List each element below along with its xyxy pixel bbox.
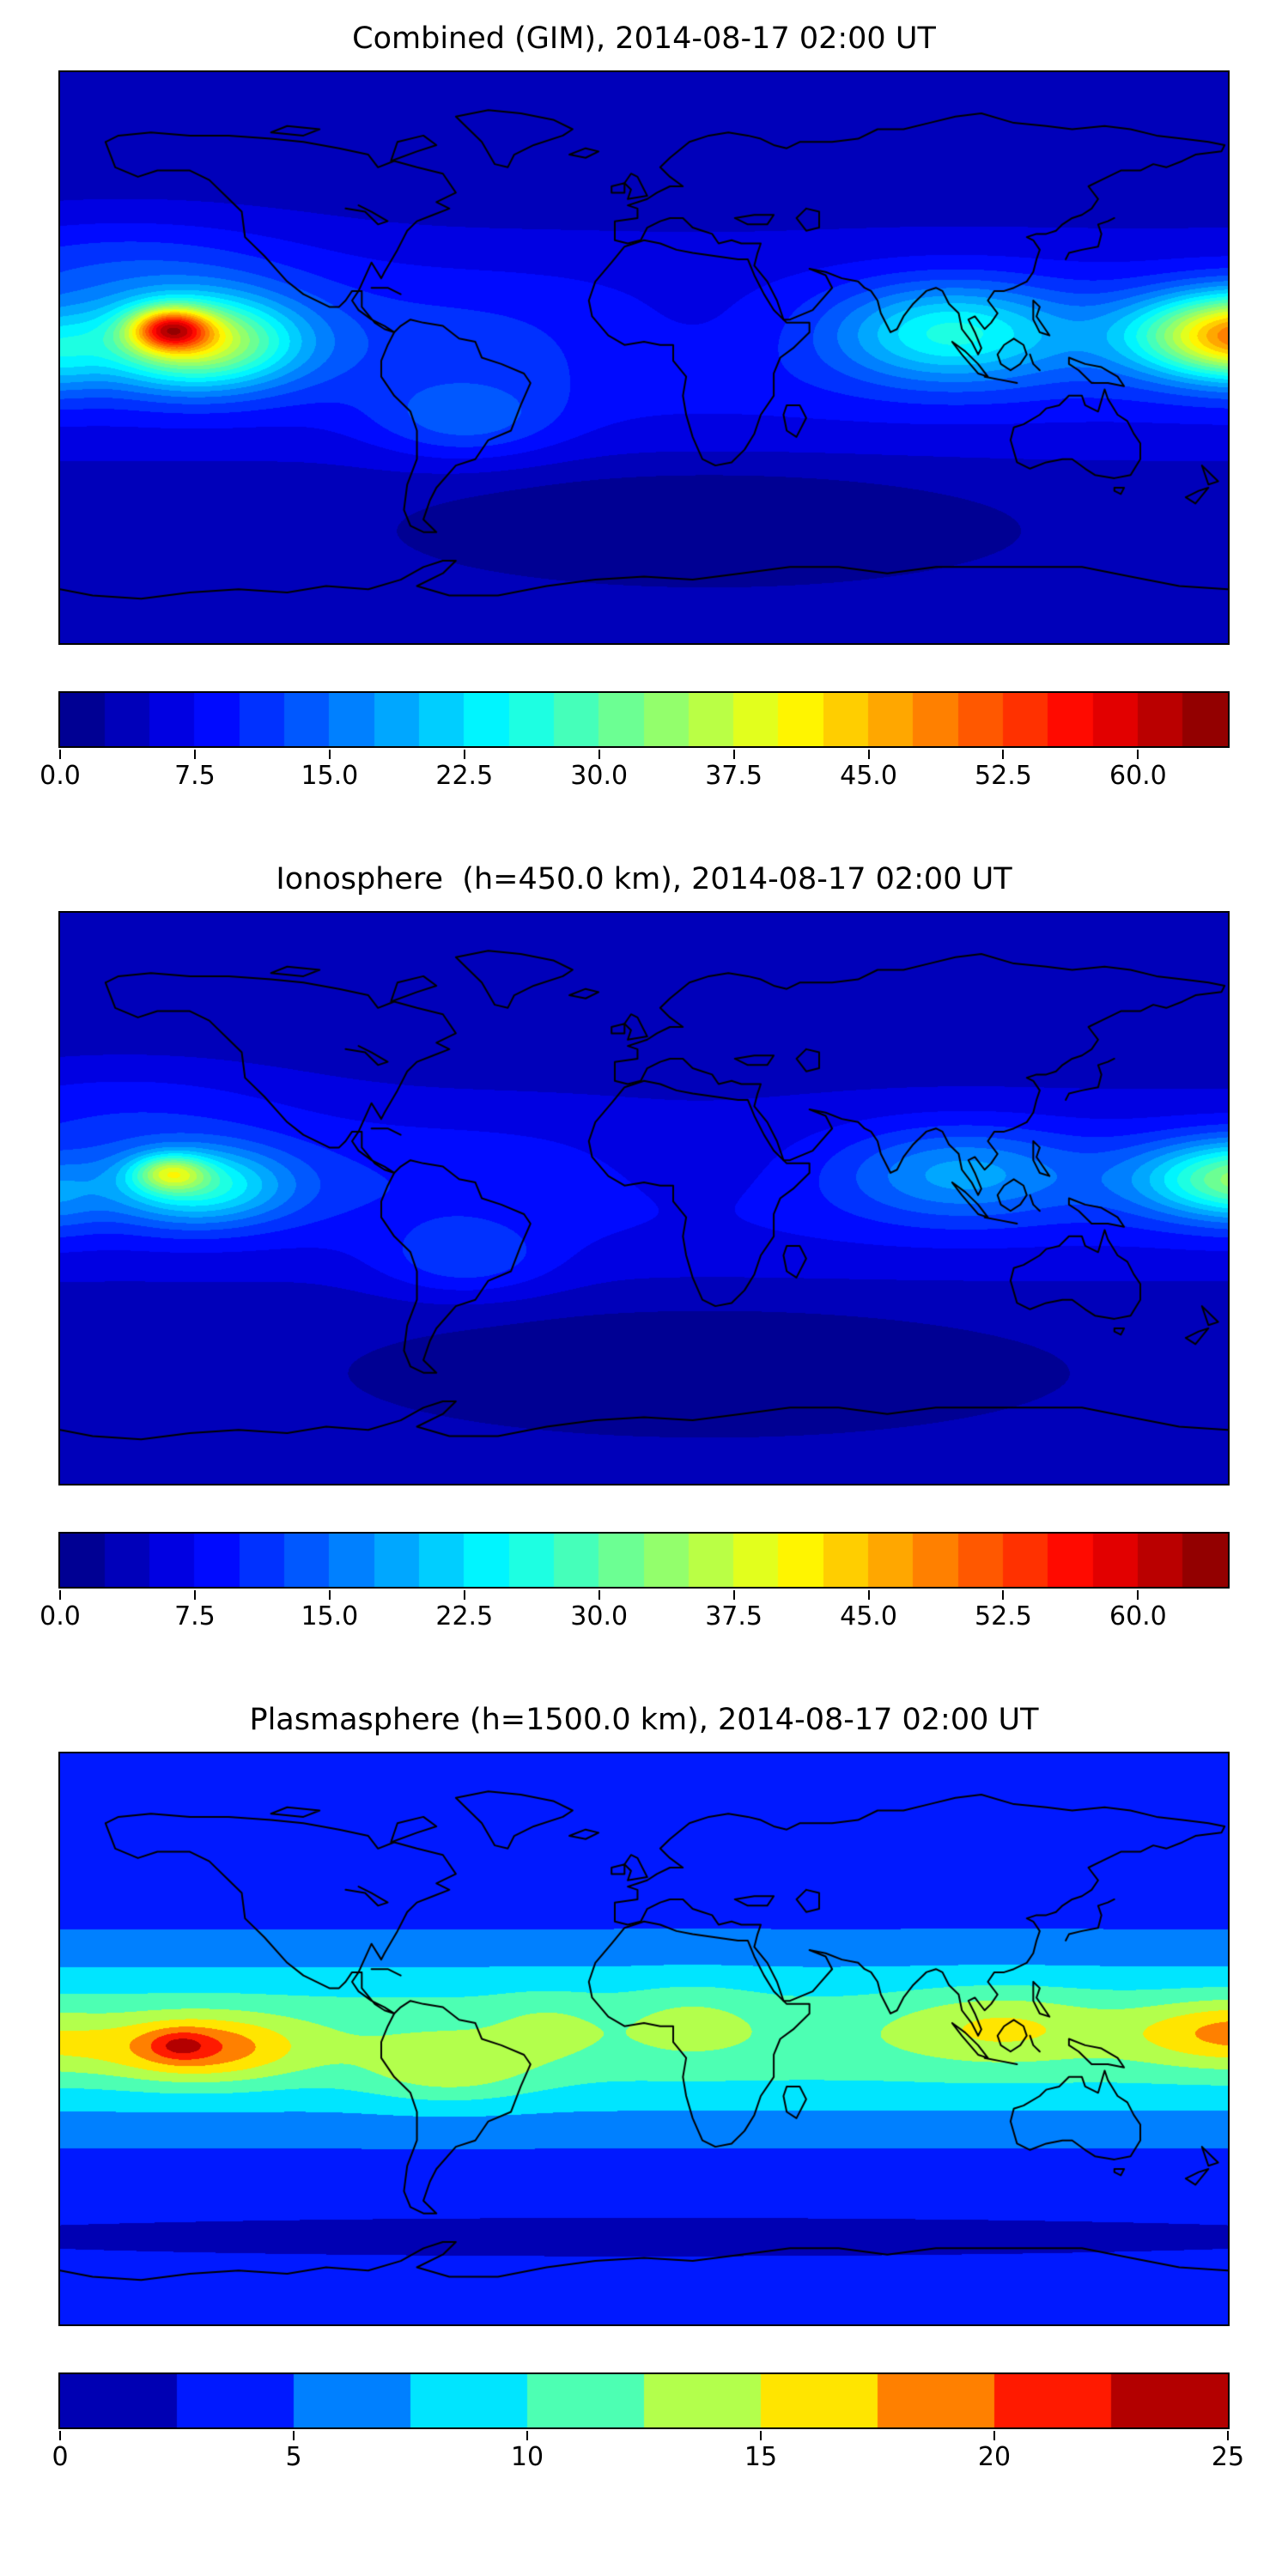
colorbar-tick-label: 10 [510,2442,544,2472]
colorbar-tick-mark [463,750,465,759]
map-frame-plasmasphere [58,1752,1230,2326]
colorbar-tick-mark [732,1590,735,1600]
colorbar-tick-label: 22.5 [435,761,494,791]
colorbar-tick-label: 60.0 [1109,761,1167,791]
colorbar-tick-mark [328,1590,331,1600]
panel-title-combined: Combined (GIM), 2014-08-17 02:00 UT [352,21,936,56]
colorbar-tick-mark [1137,1590,1139,1600]
colorbar-frame-ionosphere [58,1532,1230,1589]
panel-title-ionosphere: Ionosphere (h=450.0 km), 2014-08-17 02:0… [276,862,1012,896]
colorbar-tick-mark [59,2431,61,2440]
map-frame-combined [58,70,1230,645]
colorbar-tick-mark [867,750,870,759]
colorbar-tick-label: 0 [52,2442,69,2472]
colorbar-tick-mark [993,2431,995,2440]
colorbar-ticks-plasmasphere: 0 5 10 15 20 25 [52,2431,1244,2477]
colorbar-tick-label: 15 [744,2442,778,2472]
colorbar-tick-mark [598,1590,600,1600]
colorbar-tick-label: 5 [285,2442,302,2472]
colorbar-tick-label: 45.0 [840,761,897,791]
colorbar-tick-label: 52.5 [975,1601,1032,1631]
colorbar-tick-mark [1002,750,1005,759]
colorbar-frame-combined [58,691,1230,748]
colorbar-tick-mark [760,2431,762,2440]
map-frame-ionosphere [58,911,1230,1485]
colorbar-tick-mark [328,750,331,759]
colorbar-tick-label: 0.0 [39,1601,81,1631]
colorbar-ticks-combined: 0.0 7.5 15.0 22.5 30.0 37.5 45.0 52.5 60.0 [39,750,1228,796]
colorbar-tick-label: 22.5 [435,1601,494,1631]
colorbar-tick-mark [1137,750,1139,759]
colorbar-tick-label: 15.0 [301,1601,359,1631]
colorbar-tick-label: 25 [1211,2442,1245,2472]
colorbar-tick-label: 20 [977,2442,1012,2472]
colorbar-tick-label: 45.0 [840,1601,897,1631]
colorbar-tick-mark [526,2431,528,2440]
colorbar-tick-label: 7.5 [174,761,216,791]
colorbar-tick-mark [59,1590,61,1600]
colorbar-tick-mark [193,750,196,759]
figure: Combined (GIM), 2014-08-17 02:00 UT 0.0 7… [0,21,1288,2477]
colorbar-canvas-plasmasphere [60,2374,1228,2427]
colorbar-tick-mark [1002,1590,1005,1600]
colorbar-tick-label: 7.5 [174,1601,216,1631]
colorbar-tick-label: 30.0 [570,761,629,791]
colorbar-tick-mark [59,750,61,759]
colorbar-tick-mark [293,2431,295,2440]
colorbar-tick-mark [1227,2431,1229,2440]
colorbar-tick-label: 60.0 [1109,1601,1167,1631]
colorbar-tick-mark [732,750,735,759]
colorbar-canvas-combined [60,693,1228,746]
panel-title-plasmasphere: Plasmasphere (h=1500.0 km), 2014-08-17 0… [249,1703,1039,1737]
colorbar-tick-label: 15.0 [301,761,359,791]
colorbar-ticks-ionosphere: 0.0 7.5 15.0 22.5 30.0 37.5 45.0 52.5 60.0 [39,1590,1228,1637]
panel-plasmasphere: Plasmasphere (h=1500.0 km), 2014-08-17 0… [0,1702,1288,2477]
colorbar-frame-plasmasphere [58,2372,1230,2429]
colorbar-tick-label: 37.5 [705,761,763,791]
colorbar-tick-mark [193,1590,196,1600]
colorbar-tick-label: 52.5 [975,761,1032,791]
map-canvas-plasmasphere [60,1753,1228,2324]
colorbar-tick-mark [867,1590,870,1600]
colorbar-tick-label: 37.5 [705,1601,763,1631]
panel-combined-gim: Combined (GIM), 2014-08-17 02:00 UT 0.0 7… [0,21,1288,796]
colorbar-tick-mark [463,1590,465,1600]
colorbar-tick-label: 0.0 [39,761,81,791]
map-canvas-ionosphere [60,913,1228,1484]
panel-ionosphere: Ionosphere (h=450.0 km), 2014-08-17 02:0… [0,861,1288,1637]
colorbar-tick-label: 30.0 [570,1601,629,1631]
colorbar-canvas-ionosphere [60,1534,1228,1587]
map-canvas-combined [60,72,1228,643]
colorbar-tick-mark [598,750,600,759]
